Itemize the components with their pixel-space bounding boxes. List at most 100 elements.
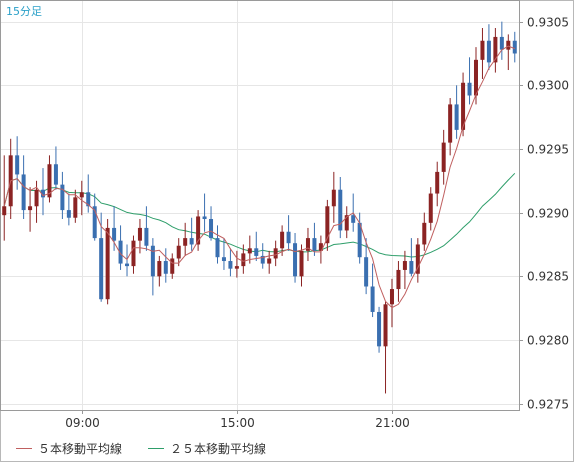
candle-up — [280, 231, 285, 249]
candle-up — [389, 289, 394, 305]
chart-legend: ５本移動平均線 ２５本移動平均線 — [16, 440, 292, 456]
y-tick-label: 0.9280 — [527, 334, 569, 348]
y-tick-label: 0.9305 — [527, 16, 569, 30]
y-tick-label: 0.9290 — [527, 207, 569, 221]
candle-up — [47, 164, 52, 198]
candle-up — [435, 171, 440, 194]
candle-up — [170, 258, 175, 274]
candle-down — [454, 104, 459, 130]
candle-down — [60, 184, 65, 211]
legend-swatch-ma5 — [16, 447, 32, 449]
candle-down — [150, 245, 155, 277]
candle-down — [66, 210, 71, 218]
candle-down — [338, 189, 343, 231]
candle-up — [383, 304, 388, 347]
candle-down — [254, 248, 259, 256]
candle-down — [351, 215, 356, 223]
y-tick-label: 0.9275 — [527, 398, 569, 412]
candle-up — [183, 238, 188, 246]
candle-down — [112, 227, 117, 241]
plot-area — [0, 0, 520, 411]
candle-up — [441, 142, 446, 172]
candle-down — [53, 164, 58, 185]
candle-down — [409, 261, 414, 274]
candle-up — [234, 266, 239, 269]
candle-down — [221, 257, 226, 262]
candle-down — [125, 263, 130, 267]
candle-up — [318, 243, 323, 251]
x-axis: 09:00 15:00 21:00 — [65, 410, 410, 430]
candle-down — [312, 238, 317, 251]
candle-up — [157, 261, 162, 277]
candle-up — [493, 36, 498, 63]
legend-label-ma25: ２５本移動平均線 — [170, 441, 267, 456]
candle-up — [241, 253, 246, 267]
candles — [2, 21, 517, 394]
candle-up — [79, 192, 84, 198]
candle-up — [396, 269, 401, 290]
candle-up — [305, 238, 310, 251]
candle-down — [512, 40, 517, 54]
candle-down — [377, 311, 382, 347]
y-tick-label: 0.9300 — [527, 79, 569, 93]
candle-up — [299, 250, 304, 277]
candle-up — [28, 206, 33, 211]
candle-down — [144, 227, 149, 246]
candle-up — [73, 197, 78, 218]
candle-down — [118, 240, 123, 264]
candle-up — [137, 227, 142, 241]
y-tick-label: 0.9285 — [527, 270, 569, 284]
candle-up — [415, 244, 420, 274]
candle-down — [260, 255, 265, 264]
candle-down — [41, 189, 46, 198]
y-axis: 0.9305 0.9300 0.9295 0.9290 0.9285 0.9280 0.92… — [519, 16, 569, 412]
x-tick-label: 15:00 — [220, 416, 255, 430]
candle-up — [480, 40, 485, 60]
y-tick-label: 0.9295 — [527, 143, 569, 157]
candle-down — [209, 219, 214, 239]
candle-down — [99, 238, 104, 300]
candle-down — [370, 286, 375, 312]
legend-label-ma5: ５本移動平均線 — [38, 441, 123, 456]
x-tick-label: 09:00 — [65, 416, 100, 430]
candle-down — [364, 257, 369, 287]
candle-down — [286, 231, 291, 244]
candle-down — [163, 261, 168, 274]
candle-up — [176, 245, 181, 259]
candle-down — [202, 216, 207, 220]
candle-up — [428, 193, 433, 223]
candle-up — [105, 227, 110, 300]
legend-item-ma25: ２５本移動平均線 — [148, 440, 266, 457]
candle-down — [486, 40, 491, 63]
candle-up — [331, 189, 336, 207]
ma5-layer — [3, 45, 515, 309]
candle-up — [131, 240, 136, 267]
candle-up — [448, 104, 453, 143]
legend-swatch-ma25 — [148, 447, 165, 449]
grid-lines — [1, 1, 519, 410]
candle-up — [402, 261, 407, 270]
candle-up — [473, 59, 478, 96]
candle-up — [34, 189, 39, 207]
ma5-line — [3, 45, 515, 309]
candle-down — [21, 174, 26, 211]
timeframe-label: 15分足 — [6, 5, 42, 18]
legend-item-ma5: ５本移動平均線 — [16, 440, 122, 457]
candle-up — [422, 222, 427, 245]
candle-up — [273, 248, 278, 259]
candle-up — [461, 82, 466, 130]
candle-down — [499, 36, 504, 50]
candle-down — [293, 243, 298, 277]
x-tick-label: 21:00 — [375, 416, 410, 430]
candle-down — [215, 238, 220, 258]
candle-up — [344, 215, 349, 231]
candle-up — [325, 206, 330, 244]
candle-down — [228, 261, 233, 269]
candle-down — [467, 82, 472, 96]
candle-up — [196, 216, 201, 245]
candle-up — [247, 248, 252, 254]
candle-up — [267, 258, 272, 264]
candle-up — [2, 206, 7, 216]
candle-down — [357, 222, 362, 258]
